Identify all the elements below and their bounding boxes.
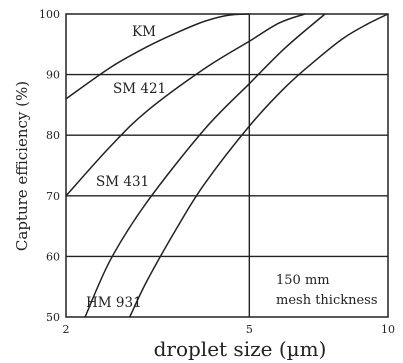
y-tick-label-70: 70 bbox=[46, 190, 60, 203]
series-line-km bbox=[65, 13, 250, 100]
y-tick-label-50: 50 bbox=[46, 311, 60, 324]
curve-layer bbox=[65, 13, 389, 318]
series-line-hm-931 bbox=[129, 13, 389, 318]
series-label-km: KM bbox=[132, 24, 156, 40]
tick-layer: 50 60 70 80 90 100 2 5 10 bbox=[39, 8, 395, 336]
series-line-sm-421 bbox=[65, 13, 306, 197]
annotation-line-2: mesh thickness bbox=[276, 293, 378, 308]
series-label-hm-931: HM 931 bbox=[86, 295, 142, 311]
y-axis-title: Capture efficiency (%) bbox=[13, 81, 31, 251]
x-tick-label-2: 2 bbox=[63, 323, 70, 336]
y-tick-label-90: 90 bbox=[46, 69, 60, 82]
x-tick-label-10: 10 bbox=[381, 323, 395, 336]
y-tick-label-80: 80 bbox=[46, 129, 60, 142]
x-tick-label-5: 5 bbox=[246, 323, 253, 336]
series-line-sm-431 bbox=[84, 13, 326, 318]
plot-frame bbox=[65, 13, 389, 318]
grid-layer bbox=[66, 14, 388, 317]
x-axis-title: droplet size (µm) bbox=[154, 337, 327, 361]
series-label-sm-421: SM 421 bbox=[113, 81, 166, 97]
y-tick-label-100: 100 bbox=[39, 8, 60, 21]
series-label-sm-431: SM 431 bbox=[96, 174, 149, 190]
annotation-line-1: 150 mm bbox=[276, 273, 330, 288]
y-tick-label-60: 60 bbox=[46, 250, 60, 263]
